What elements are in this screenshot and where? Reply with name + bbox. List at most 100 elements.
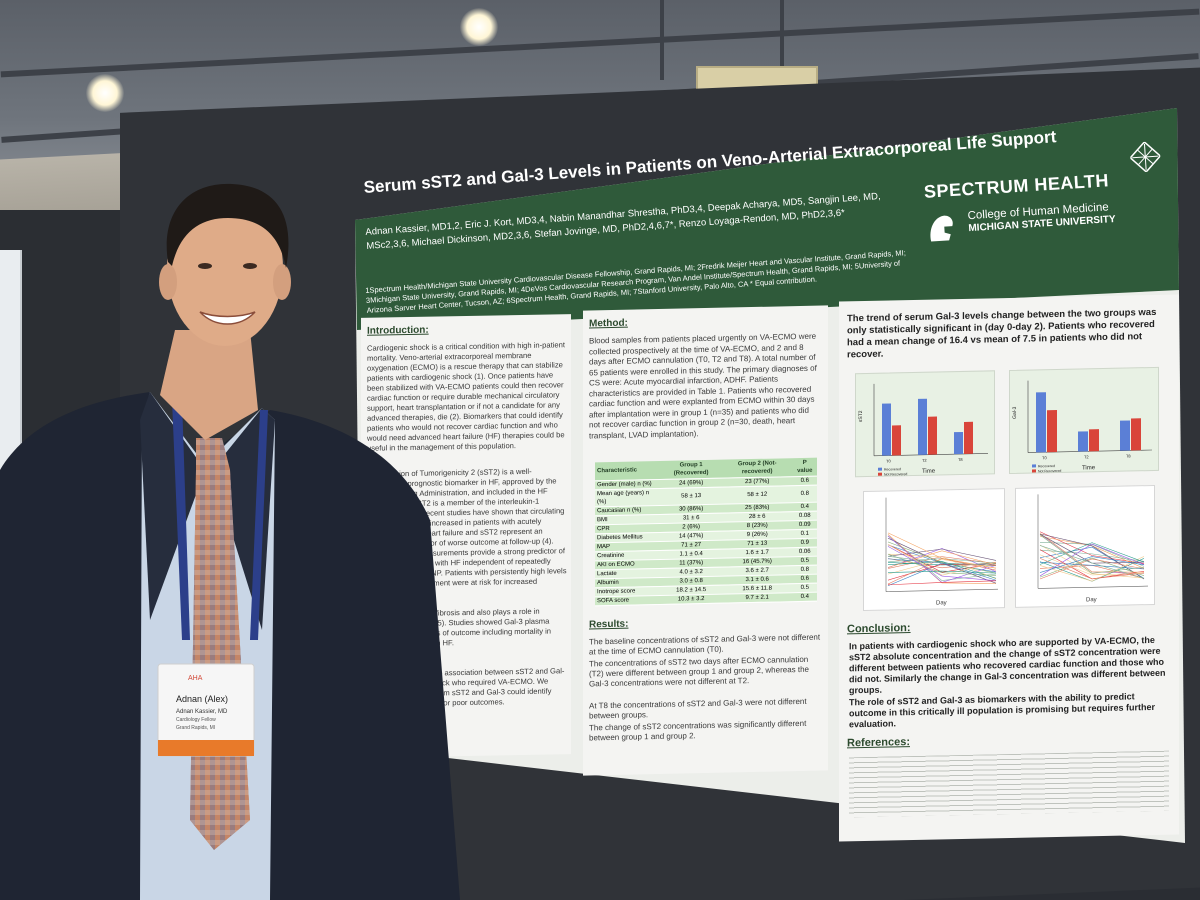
legend-label: Recovered (884, 467, 901, 471)
line-xlabel: Day (1086, 597, 1097, 603)
table-header: Group 1 (Recovered) (660, 459, 722, 479)
table-cell: 9.7 ± 2.1 (721, 592, 793, 603)
sst2-trajectory-plot: Day (863, 488, 1005, 612)
trajectory-line (887, 562, 997, 566)
ear (159, 264, 177, 300)
sst2-bar-chart: sST2 Time T0 T2 T8 Recovered Not Recover… (855, 370, 995, 478)
trajectory-line (887, 556, 997, 569)
findings-panel: The trend of serum Gal-3 levels change b… (839, 294, 1179, 842)
trend-text: The trend of serum Gal-3 levels change b… (847, 306, 1157, 361)
tick-label: T0 (1042, 455, 1047, 460)
trajectory-line (887, 544, 997, 573)
bar-notrecovered-t2 (1089, 429, 1099, 452)
legend-label: Recovered (1038, 464, 1055, 468)
legend-swatch (878, 467, 882, 471)
sst2-line-svg: Day (885, 497, 998, 607)
spartan-helmet-icon (930, 215, 953, 242)
trajectory-line (887, 580, 997, 586)
conclusion-heading: Conclusion: (847, 622, 911, 636)
tick-label: T8 (958, 457, 963, 462)
ceiling-lamp (460, 8, 498, 46)
institution-logo: SPECTRUM HEALTH College of Human Medicin… (922, 140, 1178, 265)
badge-event-logo: AHA (188, 675, 203, 682)
table-header: Group 2 (Not-recovered) (721, 458, 793, 478)
smile (199, 311, 256, 325)
results-bullet: The concentrations of sST2 two days afte… (589, 654, 809, 689)
gal3-line-svg: Day (1037, 494, 1148, 603)
trajectory-line (1039, 544, 1145, 579)
references-list (849, 750, 1169, 818)
trajectory-line (1039, 558, 1145, 580)
table-cell: 58 ± 12 (721, 485, 793, 504)
tick-label: T2 (1084, 454, 1089, 459)
bar-recovered-t2 (1078, 431, 1088, 452)
trajectory-line (1039, 554, 1145, 576)
legend-label: Not Recovered (1038, 469, 1061, 473)
references-heading: References: (847, 736, 910, 750)
bar-recovered-t8 (1120, 420, 1130, 451)
trajectory-line (887, 534, 997, 584)
ear (273, 264, 291, 300)
spectrum-diamond-icon (1129, 141, 1162, 173)
table-cell: 0.8 (792, 484, 817, 503)
trajectory-line (1039, 531, 1145, 564)
left-lapel (140, 392, 205, 620)
table-cell: 58 ± 13 (660, 486, 722, 505)
trajectory-line (887, 541, 997, 574)
spectrum-health-wordmark: SPECTRUM HEALTH (923, 170, 1110, 202)
sst2-ylabel: sST2 (858, 410, 864, 422)
trajectory-line (1039, 534, 1145, 574)
trajectory-line (1039, 556, 1145, 573)
conclusion-bullet: The role of sST2 and Gal-3 as biomarkers… (849, 691, 1156, 730)
trajectory-line (887, 546, 997, 582)
line-xlabel: Day (936, 600, 947, 606)
table-cell: 0.4 (792, 591, 817, 602)
badge-city: Grand Rapids, MI (176, 725, 215, 731)
trajectory-line (887, 548, 997, 561)
poster: Serum sST2 and Gal-3 Levels in Patients … (355, 108, 1185, 843)
presenter: AHA Adnan (Alex) Adnan Kassier, MD Cardi… (0, 183, 460, 900)
legend-swatch (878, 472, 882, 476)
legend-swatch (1032, 469, 1036, 473)
trajectory-line (1039, 543, 1145, 577)
trajectory-line (1039, 558, 1145, 580)
trajectory-line (887, 544, 997, 576)
tick-label: T0 (886, 458, 891, 463)
trajectory-line (1039, 556, 1145, 582)
bar-recovered-t8 (954, 431, 963, 455)
patient-characteristics-table: Characteristic Group 1 (Recovered) Group… (595, 457, 817, 606)
badge-name: Adnan (Alex) (176, 694, 228, 704)
neck (160, 330, 258, 440)
table-cell: Mean age (years) n (%) (595, 487, 661, 507)
bar-recovered-t0 (882, 403, 891, 456)
gal3-ylabel: Gal-3 (1012, 406, 1018, 419)
results-panel: Results: The baseline concentrations of … (583, 610, 828, 776)
ceiling-beam (780, 0, 784, 70)
trajectory-line (1039, 533, 1145, 573)
table-cell: 10.3 ± 3.2 (660, 593, 722, 604)
results-bullet: At T8 the concentrations of sST2 and Gal… (589, 696, 807, 721)
bar-notrecovered-t8 (964, 421, 973, 454)
results-heading: Results: (589, 618, 629, 631)
gal3-bar-svg: Gal-3 Time T0 T2 T8 Recovered Not Recove… (1012, 380, 1152, 473)
lanyard (250, 410, 268, 640)
badge-role: Cardiology Fellow (176, 717, 216, 723)
ceiling-lamp (86, 74, 124, 112)
lanyard (172, 400, 190, 640)
bar-recovered-t2 (918, 398, 927, 455)
badge-fullname: Adnan Kassier, MD (176, 709, 228, 715)
ceiling-beam (660, 0, 664, 80)
legend-label: Not Recovered (884, 472, 907, 476)
table-cell: SOFA score (595, 594, 661, 606)
gal3-trajectory-plot: Day (1015, 484, 1155, 608)
trajectory-line (1039, 542, 1145, 565)
trajectory-line (887, 570, 997, 574)
conclusion-bullet: In patients with cardiogenic shock who a… (849, 634, 1166, 696)
bar-recovered-t0 (1036, 392, 1046, 453)
bar-notrecovered-t0 (892, 425, 901, 456)
tick-label: T8 (1126, 453, 1131, 458)
hair (166, 183, 289, 268)
results-bullet: The baseline concentrations of sST2 and … (589, 632, 821, 657)
tick-label: T2 (922, 458, 927, 463)
gal3-bar-chart: Gal-3 Time T0 T2 T8 Recovered Not Recove… (1009, 366, 1159, 474)
